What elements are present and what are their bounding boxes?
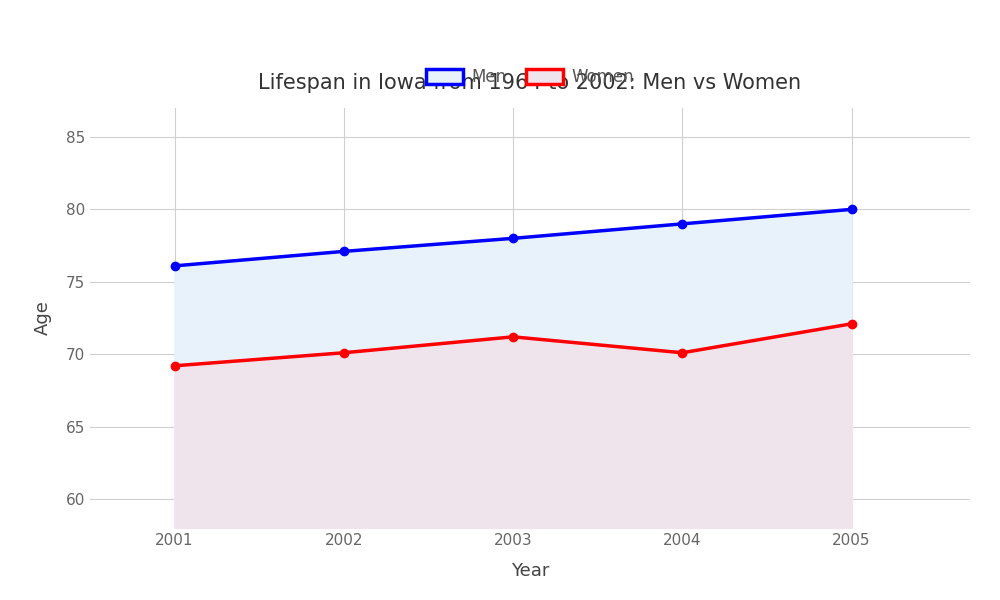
Legend: Men, Women: Men, Women: [419, 62, 641, 93]
X-axis label: Year: Year: [511, 562, 549, 580]
Title: Lifespan in Iowa from 1964 to 2002: Men vs Women: Lifespan in Iowa from 1964 to 2002: Men …: [258, 73, 802, 92]
Y-axis label: Age: Age: [34, 301, 52, 335]
